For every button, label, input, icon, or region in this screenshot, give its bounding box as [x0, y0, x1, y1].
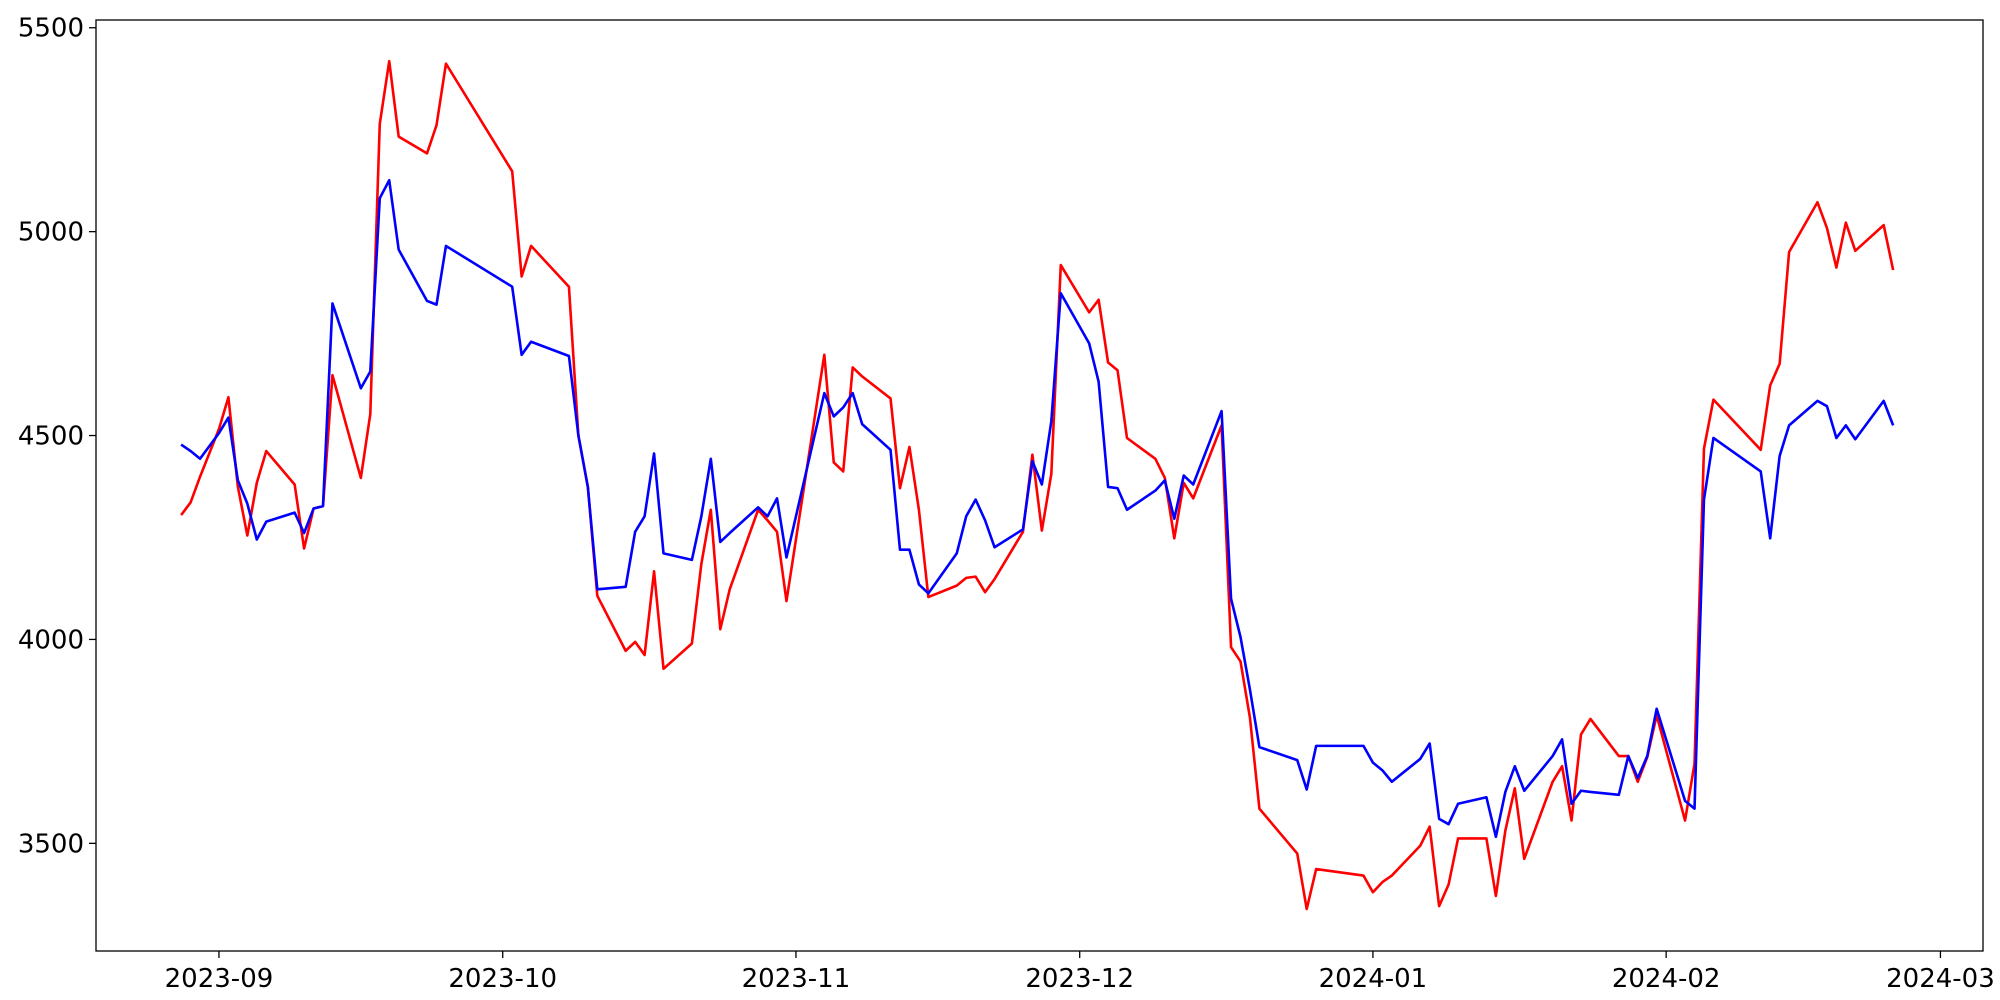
y-tick-label: 4500: [18, 422, 84, 452]
x-tick-label: 2024-01: [1319, 964, 1428, 994]
series-line: [180, 178, 1895, 839]
x-tick-label: 2023-12: [1025, 964, 1134, 994]
y-tick-label: 5500: [18, 14, 84, 44]
x-tick-label: 2023-09: [165, 964, 274, 994]
plot-frame: [95, 19, 1984, 952]
y-tick-label: 5000: [18, 218, 84, 248]
series-line: [180, 59, 1895, 911]
x-tick-label: 2023-11: [742, 964, 851, 994]
x-tick-label: 2024-03: [1886, 964, 1995, 994]
x-tick-label: 2024-02: [1612, 964, 1721, 994]
x-tick-label: 2023-10: [448, 964, 557, 994]
y-tick-label: 4000: [18, 625, 84, 655]
y-tick-label: 3500: [18, 829, 84, 859]
